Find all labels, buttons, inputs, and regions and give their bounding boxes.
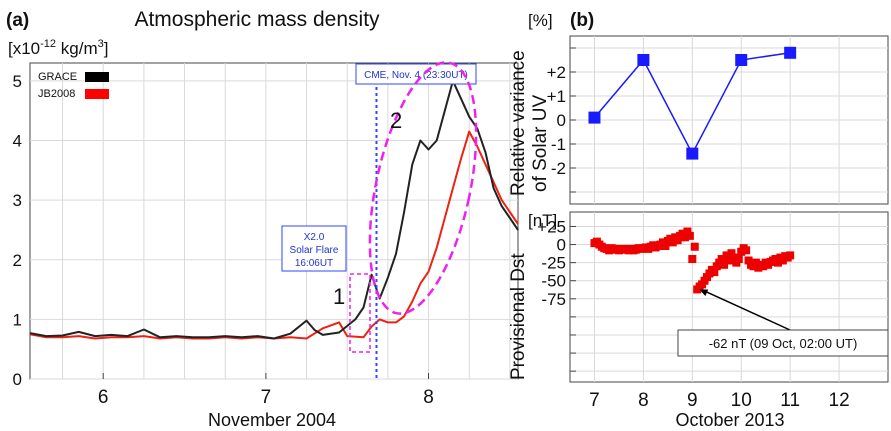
panel-a-title: Atmospheric mass density [134,8,380,31]
annotation-2: 2 [390,108,402,133]
dst-point [773,258,782,267]
panel-a-plot-area [29,62,519,380]
panel-b-xtick-label: 10 [731,390,752,411]
uv-point [735,54,748,66]
panel-b-xlabel: October 2013 [675,410,784,430]
uv-ytick-label: 0 [557,111,566,130]
dst-unit: [nT] [528,211,557,230]
uv-point [637,54,650,66]
panel-a-ytick-label: 3 [13,191,22,210]
dst-point [722,251,731,260]
panel-a-xtick-label: 8 [423,387,434,408]
uv-ytick-label: -1 [551,135,566,154]
uv-point [588,111,601,124]
annotation-1: 1 [333,284,345,309]
flare-label-line3: 16:06UT [295,258,333,269]
dst-point [683,227,692,236]
panel-b-ticks: -2-10+1+2-75-50-250+257 8 9 10 11 12 [537,47,850,411]
panel-a-legend: GRACE JB2008 [38,71,109,100]
panel-a-grid [30,63,518,380]
panel-a-xlabel: November 2004 [208,410,336,430]
dst-point [673,236,682,245]
panel-b-label: (b) [570,10,594,31]
panel-b-xtick-label: 8 [638,390,649,411]
legend-grace-swatch [85,72,109,82]
legend-grace-label: GRACE [38,71,77,83]
series-grace [29,79,519,340]
dst-point [727,249,736,258]
panel-b-xtick-label: 9 [687,390,698,411]
dst-point [661,242,670,250]
legend-jb2008-swatch [85,89,109,99]
panel-a-ytick-label: 4 [13,132,22,151]
panel-b-xtick-label: 11 [780,390,800,411]
panel-a-xtick-label: 6 [98,387,109,408]
uv-ytick-label: +2 [547,63,566,82]
storm-highlight-ellipse [368,61,478,315]
uv-ylabel-line2: of Solar UV [530,95,551,192]
dst-point [729,253,738,262]
dst-point [720,260,729,269]
panel-b-xtick-label: 7 [589,390,600,411]
panel-a-series [29,79,519,340]
flare-label-box [281,225,347,272]
series-jb2008 [29,130,519,340]
dst-ytick-label: +25 [537,217,566,236]
panel-a-ytick-label: 5 [13,72,22,91]
panel-a-label: (a) [6,10,29,31]
dst-point [742,246,751,255]
panel-a: (a) Atmospheric mass density [x10-12 kg/… [6,8,519,430]
dst-point [725,256,733,265]
panel-b-series [588,46,797,294]
dst-min-arrowhead [699,289,709,296]
uv-point [784,46,797,59]
dst-min-annotation-box [677,329,889,357]
dst-ytick-label: 0 [557,236,566,255]
cme-label: CME, Nov. 4 (23:30UT) [364,70,468,81]
panel-b-xtick-label: 12 [829,390,850,411]
panel-a-ytick-label: 0 [13,370,22,389]
dst-min-arrow [702,289,791,331]
dst-point [778,256,787,265]
panel-b: (b) -2-10+1+2-75-50-250+257 8 9 10 11 12 [%] … [508,10,889,430]
dst-ytick-label: -25 [541,254,566,273]
dst-ytick-label: -75 [541,290,566,309]
dst-point [710,268,719,277]
panel-a-xtick-label: 7 [261,387,272,408]
legend-jb2008-label: JB2008 [38,88,75,100]
dst-point [685,231,694,240]
flare-label-line2: Solar Flare [290,245,339,256]
panel-a-ytick-label: 1 [13,310,22,329]
uv-point [686,147,699,160]
flare-highlight-box [349,273,371,353]
dst-point [744,256,753,265]
uv-unit: [%] [528,11,553,30]
dst-ylabel: Provisional Dst [508,253,529,380]
uv-ylabel-line1: Relative variance [508,50,529,196]
dst-point [680,233,689,242]
dst-point [717,255,726,264]
dst-point [668,238,677,247]
uv-ytick-label: -2 [551,159,566,178]
panel-a-ylabel: [x10-12 kg/m3] [8,38,108,58]
dst-min-annotation: -62 nT (09 Oct, 02:00 UT) [709,336,858,351]
dst-point [690,242,699,251]
uv-ytick-label: +1 [547,87,566,106]
dst-point [786,251,795,260]
flare-label-line1: X2.0 [304,232,325,243]
dst-point [688,255,697,264]
panel-a-ytick-label: 2 [13,251,22,270]
dst-point [751,258,760,267]
dst-point [734,255,743,264]
dst-ytick-label: -50 [541,272,566,291]
panel-a-ticks: 0 1 2 3 4 5 6 7 8 [13,72,434,408]
